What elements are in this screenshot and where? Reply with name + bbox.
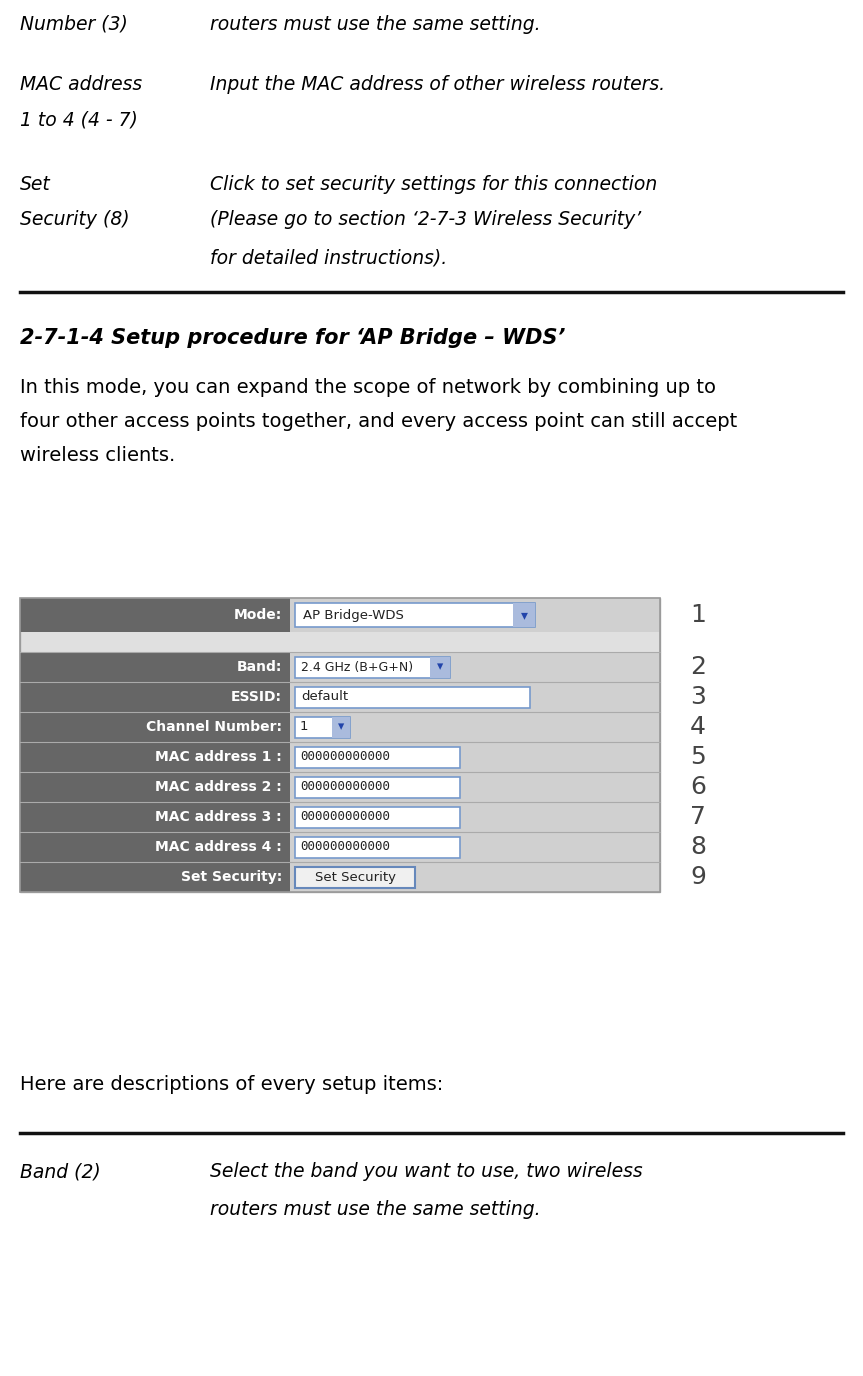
Text: Here are descriptions of every setup items:: Here are descriptions of every setup ite… — [20, 1075, 444, 1094]
Text: MAC address 4 :: MAC address 4 : — [155, 839, 282, 854]
Text: 000000000000: 000000000000 — [300, 810, 390, 823]
Text: 7: 7 — [690, 805, 706, 828]
Text: Set Security:: Set Security: — [180, 870, 282, 883]
Text: routers must use the same setting.: routers must use the same setting. — [210, 15, 540, 34]
Bar — [20, 652, 290, 682]
Bar — [290, 652, 660, 682]
Text: Number (3): Number (3) — [20, 15, 128, 34]
Text: Set: Set — [20, 175, 51, 194]
Text: MAC address 2 :: MAC address 2 : — [155, 780, 282, 794]
Bar — [20, 599, 660, 892]
Text: 000000000000: 000000000000 — [300, 841, 390, 853]
Text: Click to set security settings for this connection: Click to set security settings for this … — [210, 175, 658, 194]
Bar — [290, 599, 660, 632]
FancyBboxPatch shape — [295, 603, 535, 627]
Text: MAC address 1 :: MAC address 1 : — [155, 750, 282, 764]
Bar — [20, 832, 290, 861]
Text: Set Security: Set Security — [314, 871, 395, 883]
Text: wireless clients.: wireless clients. — [20, 446, 175, 465]
Text: 9: 9 — [690, 866, 706, 889]
Text: Channel Number:: Channel Number: — [146, 720, 282, 733]
FancyBboxPatch shape — [295, 867, 415, 888]
Text: ▾: ▾ — [437, 660, 443, 673]
FancyBboxPatch shape — [295, 656, 450, 677]
Text: 2-7-1-4 Setup procedure for ‘AP Bridge – WDS’: 2-7-1-4 Setup procedure for ‘AP Bridge –… — [20, 327, 565, 348]
Text: 2: 2 — [690, 655, 706, 678]
Bar — [430, 656, 450, 677]
Bar — [20, 861, 290, 892]
Bar — [290, 682, 660, 711]
Text: 5: 5 — [690, 744, 706, 769]
Bar — [332, 717, 350, 738]
Bar — [20, 599, 290, 632]
Bar — [513, 603, 535, 627]
Text: 1: 1 — [300, 721, 308, 733]
Bar — [290, 711, 660, 742]
Bar — [290, 861, 660, 892]
Text: 3: 3 — [690, 685, 706, 709]
Text: four other access points together, and every access point can still accept: four other access points together, and e… — [20, 411, 737, 431]
Bar — [290, 832, 660, 861]
Text: AP Bridge-WDS: AP Bridge-WDS — [303, 608, 404, 622]
Bar — [290, 742, 660, 772]
Text: for detailed instructions).: for detailed instructions). — [210, 248, 447, 267]
Bar — [290, 802, 660, 832]
Text: ESSID:: ESSID: — [231, 689, 282, 705]
Bar — [20, 682, 290, 711]
FancyBboxPatch shape — [295, 717, 350, 738]
Text: Band (2): Band (2) — [20, 1161, 101, 1181]
Text: 000000000000: 000000000000 — [300, 780, 390, 794]
Text: Band:: Band: — [236, 660, 282, 674]
Text: routers must use the same setting.: routers must use the same setting. — [210, 1200, 540, 1219]
FancyBboxPatch shape — [295, 687, 530, 707]
Text: MAC address: MAC address — [20, 76, 142, 94]
Text: ▾: ▾ — [338, 721, 344, 733]
Text: 1: 1 — [690, 603, 706, 627]
Text: MAC address 3 :: MAC address 3 : — [155, 810, 282, 824]
FancyBboxPatch shape — [295, 837, 460, 857]
Text: Security (8): Security (8) — [20, 211, 129, 228]
Text: ▾: ▾ — [520, 608, 527, 622]
Bar — [20, 599, 660, 892]
Bar — [20, 711, 290, 742]
Text: 1 to 4 (4 - 7): 1 to 4 (4 - 7) — [20, 110, 138, 129]
Text: 2.4 GHz (B+G+N): 2.4 GHz (B+G+N) — [301, 660, 413, 673]
Text: Select the band you want to use, two wireless: Select the band you want to use, two wir… — [210, 1161, 643, 1181]
Text: In this mode, you can expand the scope of network by combining up to: In this mode, you can expand the scope o… — [20, 378, 716, 398]
Text: Mode:: Mode: — [234, 608, 282, 622]
FancyBboxPatch shape — [295, 747, 460, 768]
FancyBboxPatch shape — [295, 806, 460, 827]
Bar — [20, 772, 290, 802]
Text: Input the MAC address of other wireless routers.: Input the MAC address of other wireless … — [210, 76, 665, 94]
Text: default: default — [301, 691, 348, 703]
Text: 000000000000: 000000000000 — [300, 750, 390, 764]
Bar — [290, 772, 660, 802]
Bar — [20, 802, 290, 832]
Bar — [20, 742, 290, 772]
Text: 4: 4 — [690, 716, 706, 739]
FancyBboxPatch shape — [295, 776, 460, 798]
Text: 8: 8 — [690, 835, 706, 859]
Text: 6: 6 — [690, 775, 706, 799]
Text: (Please go to section ‘2-7-3 Wireless Security’: (Please go to section ‘2-7-3 Wireless Se… — [210, 211, 641, 228]
